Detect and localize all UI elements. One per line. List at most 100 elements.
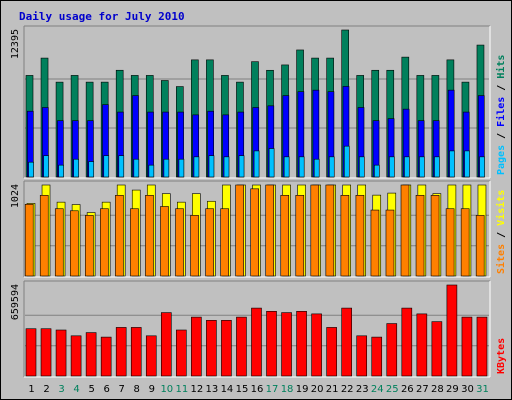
bar-sites-day-19 — [295, 195, 305, 277]
bar-sites-day-30 — [460, 208, 470, 277]
bar-kbytes-day-5 — [85, 332, 97, 377]
bar-kbytes-day-12 — [191, 316, 202, 377]
x-tick-label: 28 — [431, 384, 444, 395]
bar-sites-day-7 — [115, 195, 124, 277]
bar-kbytes-day-14 — [221, 320, 232, 377]
bar-kbytes-day-20 — [311, 313, 322, 377]
panel-kbytes: 659594 KBytes — [10, 280, 507, 378]
bar-pages-day-29 — [449, 150, 455, 178]
bar-sites-day-21 — [325, 184, 335, 277]
bar-pages-day-1 — [28, 161, 34, 178]
legend-entry: Files — [495, 97, 507, 127]
bar-kbytes-day-24 — [371, 336, 383, 377]
panel-visitors: 1024 Sites / Visits — [10, 180, 507, 278]
y-max-label: 659594 — [10, 284, 21, 320]
x-tick-label: 14 — [221, 384, 234, 395]
bar-pages-day-18 — [283, 156, 290, 178]
bar-sites-day-3 — [54, 208, 64, 277]
bar-pages-day-24 — [374, 164, 380, 178]
bar-sites-day-1 — [24, 203, 34, 277]
bar-sites-day-17 — [265, 184, 275, 277]
bar-pages-day-6 — [103, 155, 110, 178]
bar-kbytes-day-1 — [25, 328, 37, 377]
x-tick-label: 19 — [296, 384, 309, 395]
x-tick-label: 4 — [73, 384, 79, 395]
chart-panels: 12395 Pages / Files / Hits 1024 Sites / Vis… — [10, 25, 507, 378]
bar-kbytes-day-30 — [461, 316, 473, 377]
x-tick-label: 27 — [416, 384, 429, 395]
bar-kbytes-day-27 — [416, 313, 428, 377]
bar-pages-day-30 — [464, 150, 470, 178]
x-tick-label: 12 — [191, 384, 204, 395]
legend-entry: Visits — [495, 190, 507, 226]
bar-pages-day-7 — [118, 155, 125, 178]
bar-sites-day-4 — [70, 210, 79, 277]
bar-pages-day-26 — [404, 156, 410, 178]
legend-entry: KBytes — [496, 338, 507, 374]
bar-kbytes-day-22 — [341, 307, 352, 377]
bar-sites-day-13 — [205, 208, 214, 277]
bar-kbytes-day-26 — [401, 307, 413, 377]
x-tick-label: 26 — [401, 384, 414, 395]
bar-pages-day-11 — [178, 158, 185, 178]
bar-sites-day-28 — [430, 195, 440, 277]
bar-sites-day-12 — [190, 215, 199, 277]
bar-sites-day-22 — [340, 195, 350, 277]
legend-entry: Hits — [495, 55, 507, 79]
x-tick-label: 29 — [446, 384, 459, 395]
bar-pages-day-16 — [253, 150, 260, 178]
bar-sites-day-25 — [385, 209, 395, 277]
bar-pages-day-22 — [343, 145, 350, 178]
bar-sites-day-20 — [310, 184, 320, 277]
bar-kbytes-day-21 — [326, 327, 337, 377]
legend-entry: / — [496, 226, 507, 244]
chart-title: Daily usage for July 2010 — [19, 10, 185, 23]
bar-kbytes-day-10 — [160, 312, 172, 377]
side-legend: Sites / Visits — [495, 190, 507, 274]
bar-sites-day-16 — [250, 188, 259, 277]
bar-kbytes-day-17 — [266, 311, 277, 377]
bar-kbytes-day-16 — [251, 307, 262, 377]
bar-kbytes-day-19 — [296, 311, 307, 377]
bar-pages-day-5 — [88, 161, 95, 178]
x-tick-label: 21 — [326, 384, 339, 395]
bar-pages-day-27 — [419, 156, 425, 178]
x-tick-label: 10 — [160, 384, 173, 395]
x-tick-label: 24 — [371, 384, 384, 395]
panel-traffic: 12395 Pages / Files / Hits — [10, 25, 507, 179]
y-max-label: 1024 — [10, 184, 21, 208]
bar-sites-day-29 — [445, 208, 455, 277]
x-tick-label: 23 — [356, 384, 369, 395]
x-tick-label: 17 — [266, 384, 279, 395]
bar-sites-day-8 — [130, 208, 139, 277]
y-max-label: 12395 — [10, 29, 21, 59]
x-tick-label: 15 — [236, 384, 249, 395]
bar-pages-day-31 — [479, 156, 485, 178]
bar-pages-day-19 — [298, 156, 305, 178]
bar-kbytes-day-4 — [70, 335, 82, 377]
side-legend: KBytes — [496, 338, 507, 374]
bar-pages-day-3 — [58, 164, 64, 178]
bar-pages-day-2 — [43, 155, 49, 178]
x-tick-label: 5 — [88, 384, 94, 395]
bar-pages-day-23 — [359, 156, 365, 178]
bar-sites-day-6 — [100, 208, 109, 277]
bar-sites-day-18 — [280, 195, 290, 277]
bar-kbytes-day-13 — [206, 320, 217, 377]
bar-pages-day-28 — [434, 156, 440, 178]
x-tick-label: 30 — [461, 384, 474, 395]
bar-pages-day-8 — [133, 158, 140, 178]
x-tick-label: 18 — [281, 384, 294, 395]
x-tick-label: 16 — [251, 384, 264, 395]
x-tick-label: 3 — [58, 384, 64, 395]
legend-entry: / — [496, 127, 507, 145]
bar-kbytes-day-18 — [281, 312, 292, 377]
bar-sites-day-10 — [160, 206, 169, 277]
bar-kbytes-day-6 — [100, 336, 112, 377]
legend-entry: Pages — [496, 145, 507, 175]
x-tick-label: 6 — [103, 384, 109, 395]
bar-sites-day-24 — [370, 209, 380, 277]
bar-sites-day-9 — [145, 195, 154, 277]
x-tick-label: 1 — [28, 384, 34, 395]
bar-kbytes-day-23 — [356, 335, 368, 377]
